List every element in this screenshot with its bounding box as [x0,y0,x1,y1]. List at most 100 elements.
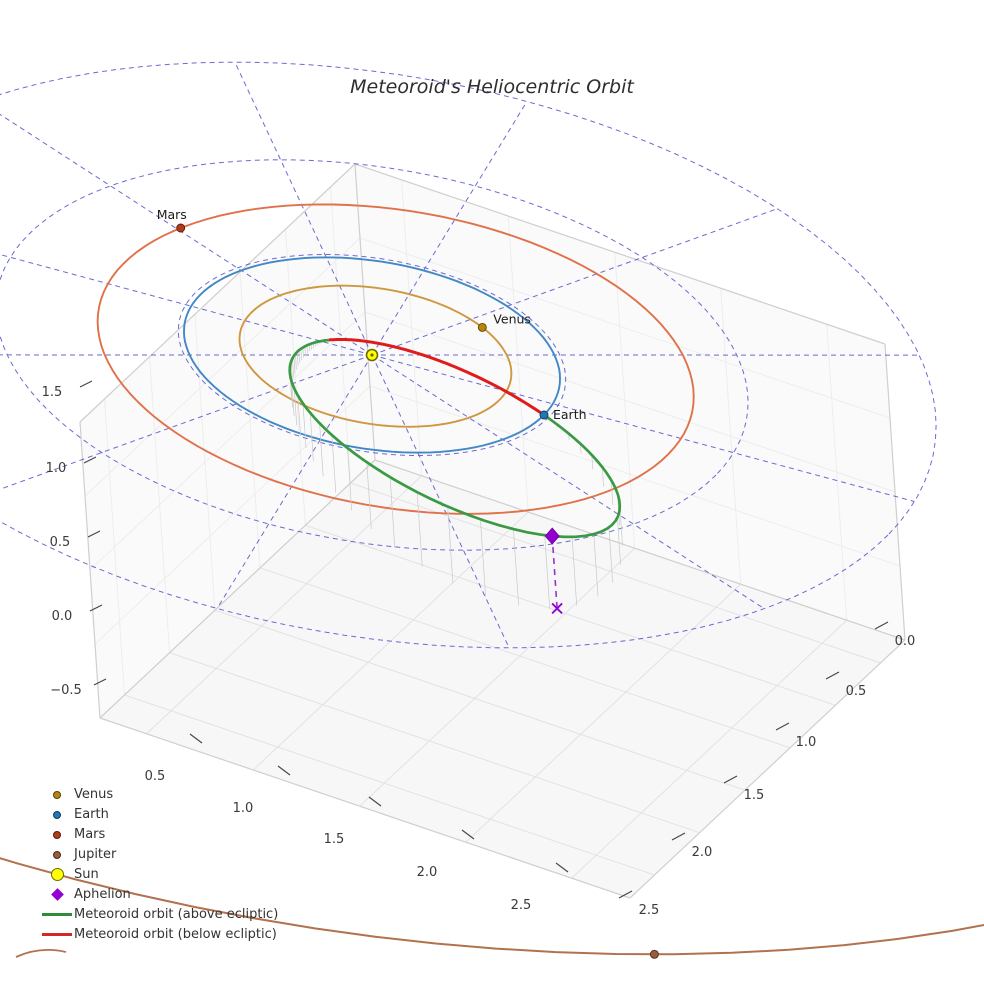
y-tick-mark [874,621,889,630]
drop-line [298,350,301,364]
jupiter-marker-icon [649,949,659,959]
x-tick-mark [189,733,203,744]
plot-title: Meteoroid's Heliocentric Orbit [350,76,634,98]
polar-grid-spoke [371,354,765,610]
y-tick-label: 1.5 [744,788,765,803]
polar-grid-spoke [371,101,528,356]
drop-line [309,412,314,462]
box-edge [99,717,631,899]
legend-item-sun: Sun [40,865,278,885]
axis-ticks: 0.5 1.0 1.5 2.0 2.5 0.0 0.5 1.0 1.5 2.0 2.5 1.5 1.0 0… [42,380,916,918]
orbit-jupiter [0,857,984,956]
legend-marker-box [40,932,74,936]
polar-grid-circle [0,61,937,649]
y-tick-mark [775,722,790,731]
z-tick-label: 1.0 [46,461,67,476]
polar-grid-circle [177,254,567,456]
wall-grid-z [369,385,901,567]
y-tick-label: 2.0 [692,845,713,860]
box-edge [79,163,356,423]
x-tick-mark [368,796,382,807]
drop-line [302,403,307,449]
box-edge [629,639,906,899]
drop-line [295,353,297,370]
legend-item-aphelion: Aphelion [40,884,278,904]
drop-line [302,347,304,358]
legend-item-meteoroid-orbit-below-ecliptic: Meteoroid orbit (below ecliptic) [40,924,278,944]
floor-grid-x [465,583,742,843]
floor-grid-y [124,694,655,876]
legend-marker-box [40,850,74,859]
x-tick-label: 2.0 [417,865,438,880]
polar-grid-spoke [0,113,373,356]
wall-grid-z [359,237,891,419]
z-tick-mark [83,456,97,464]
jupiter-dot-icon [53,850,61,859]
planet-label-mars: Mars [157,207,187,222]
drop-line [608,527,613,583]
floor-pane [100,460,905,898]
box-edge [99,459,376,719]
orbit-earth [183,256,561,454]
legend-marker-box [40,810,74,819]
box-edge [354,163,886,345]
floor-grid-x [146,475,422,735]
legend-label: Meteoroid orbit (above ecliptic) [74,906,279,922]
legend-marker-box [40,888,74,901]
y-tick-label: 1.0 [796,735,817,750]
planet-label-earth: Earth [553,407,587,422]
planet-label-venus: Venus [493,311,531,326]
polar-grid-spoke [371,354,915,502]
aphelion-drop-line [551,536,558,609]
wall-grid-z [364,311,896,493]
y-tick-mark [671,832,686,841]
aphelion-diamond-icon [544,527,560,545]
y-tick-label: 0.0 [895,634,916,649]
drop-line [389,477,396,549]
y-tick-mark [618,890,633,899]
legend-label: Mars [74,827,106,843]
legend: Venus Earth Mars Jupiter Sun Aphelion Meteoroi… [40,785,278,944]
legend-marker-box [40,912,74,916]
drop-line [591,454,594,470]
body-markers: Venus Earth Mars [157,207,659,959]
legend-label: Aphelion [74,886,131,902]
floor-grid-y [259,567,791,749]
drop-line [300,348,303,361]
orbit-jupiter-fragment [15,948,67,958]
legend-item-venus: Venus [40,785,278,805]
axes-box-edges [79,163,906,899]
meteoroid-orbit-below-ecliptic [328,338,545,417]
sun-center-dot-icon [370,353,374,357]
aphelion-group [544,527,563,615]
legend-label: Venus [74,787,114,803]
drop-line [319,423,324,477]
x-tick-label: 1.5 [324,832,345,847]
floor-grid-y [169,652,700,834]
legend-label: Earth [74,807,109,823]
box-edge [884,343,906,641]
aphelion-icon [50,888,64,901]
meteoroid-orbit-above-ecliptic [288,338,622,539]
legend-item-earth: Earth [40,805,278,825]
earth-marker-icon [539,410,549,420]
polar-grid-spoke [216,354,373,609]
x-tick-mark [555,862,569,873]
green-line-icon [42,912,72,916]
x-tick-label: 1.0 [233,801,254,816]
legend-marker-box [40,790,74,799]
legend-item-meteoroid-orbit-above-ecliptic: Meteoroid orbit (above ecliptic) [40,904,278,924]
y-tick-mark [825,671,840,680]
drop-line [416,492,423,567]
drop-line [544,535,551,609]
box-edge [354,163,376,461]
legend-marker-box [40,830,74,839]
box-edge [79,421,101,719]
z-tick-mark [93,678,107,686]
sun-icon [50,868,64,881]
floor-grid-x [571,619,848,879]
drop-line [447,506,454,584]
drop-line [366,462,372,530]
